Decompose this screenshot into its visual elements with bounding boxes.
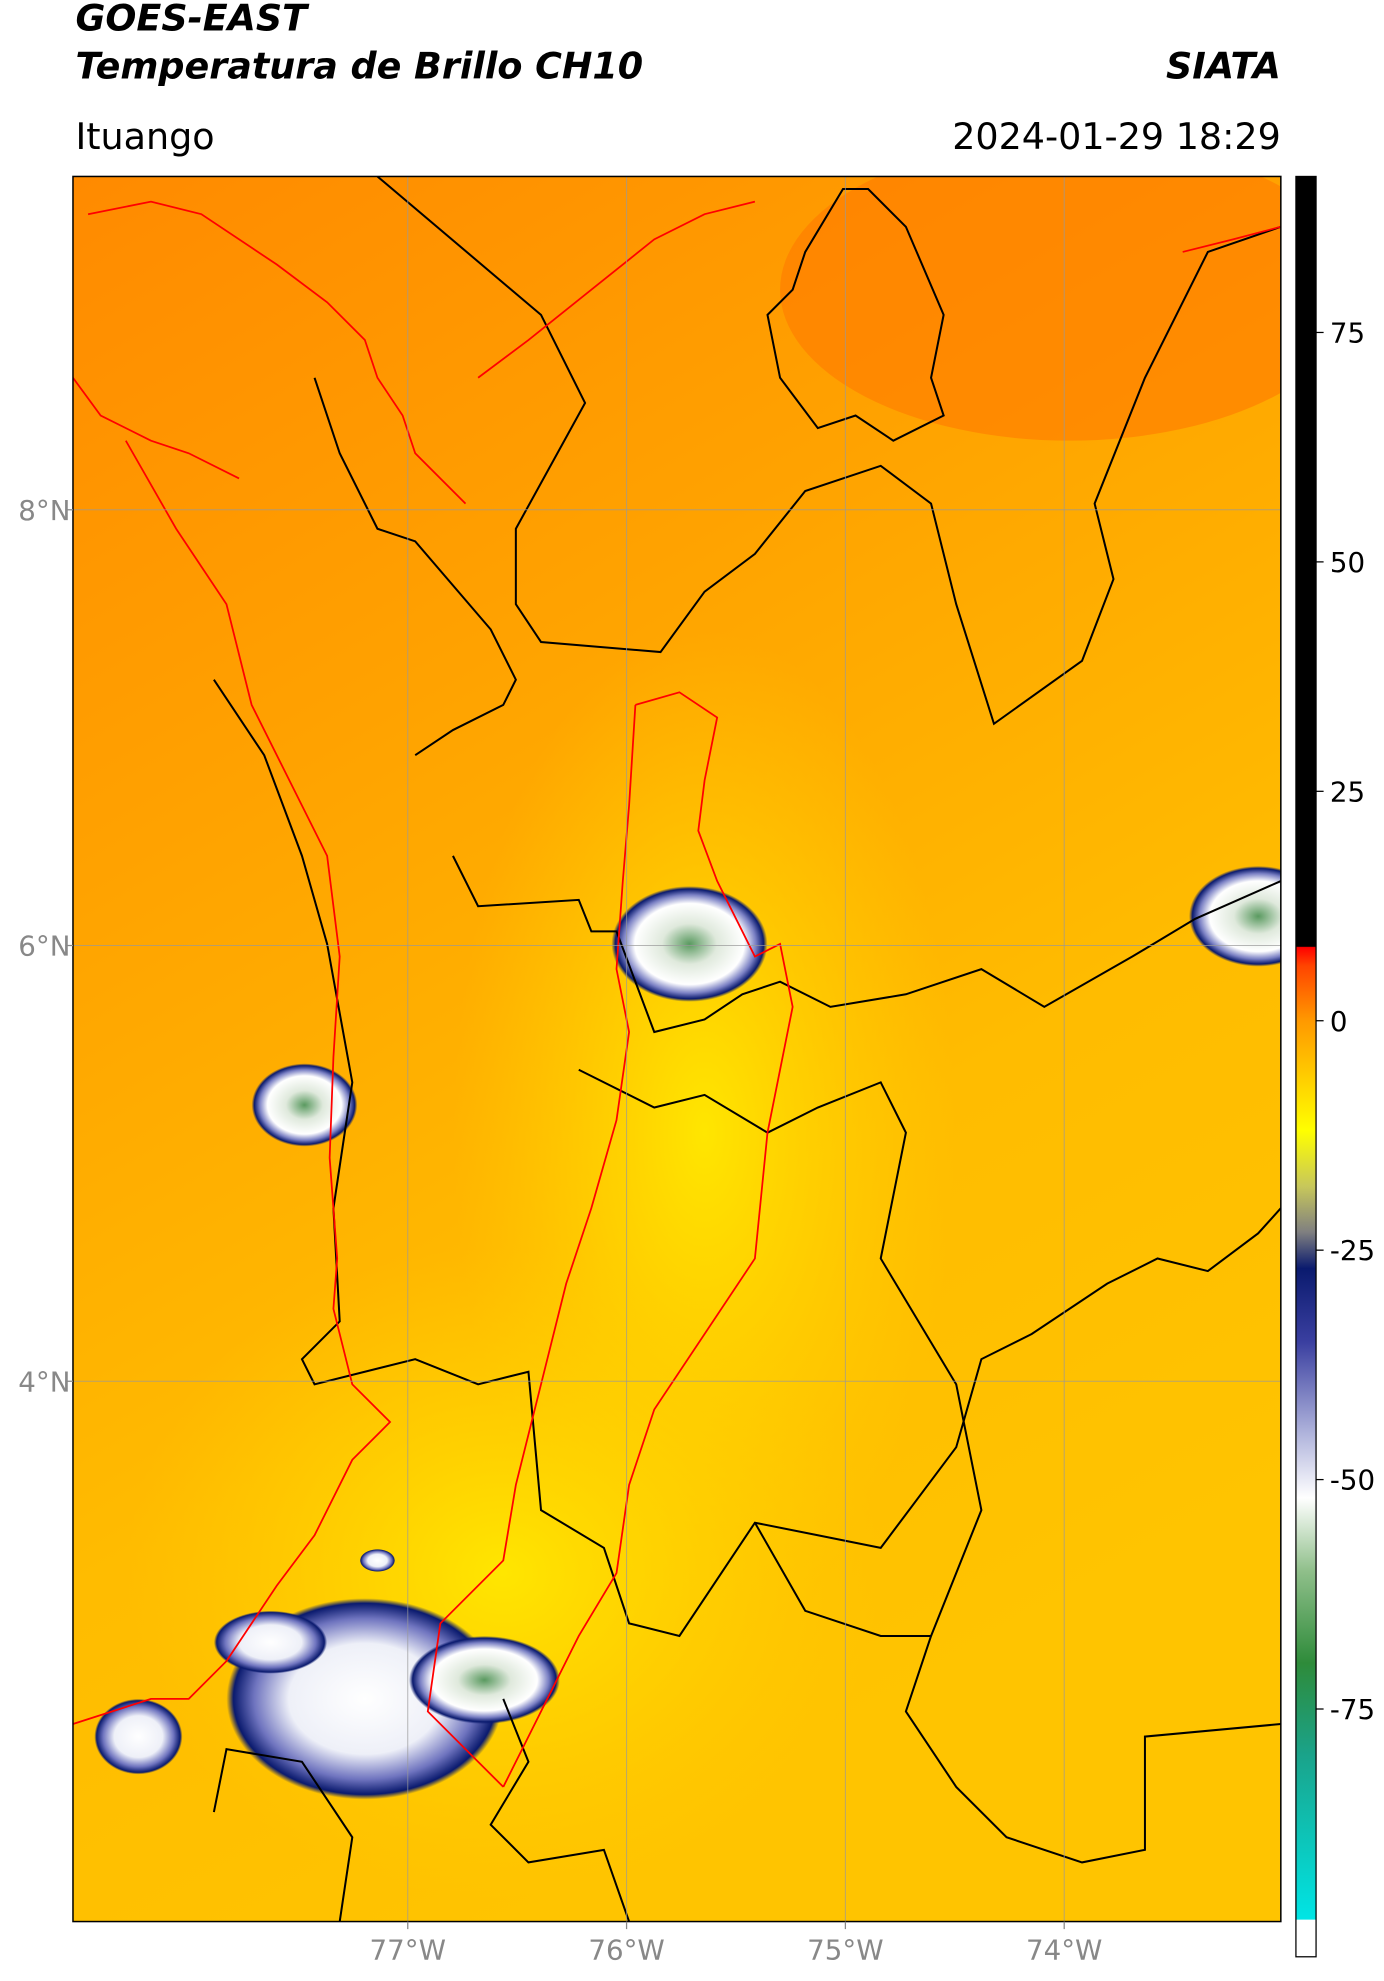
x-tick-label: 76°W bbox=[588, 1933, 664, 1966]
coastline bbox=[1182, 225, 1281, 253]
map bbox=[72, 176, 1281, 1922]
coastline bbox=[72, 377, 392, 1725]
border bbox=[376, 176, 1281, 726]
graticule bbox=[72, 176, 1281, 1922]
cold-area bbox=[780, 176, 1281, 441]
colorbar bbox=[1295, 175, 1317, 1958]
map-frame bbox=[72, 175, 1282, 1923]
border bbox=[213, 679, 1281, 1638]
coastline bbox=[87, 200, 756, 505]
timestamp: 2024-01-29 18:29 bbox=[952, 115, 1281, 158]
cloud-cell bbox=[213, 1610, 328, 1674]
colorbar-tick-label: -50 bbox=[1330, 1464, 1375, 1497]
cloud-cell bbox=[359, 1549, 396, 1572]
x-tick-label: 77°W bbox=[370, 1933, 446, 1966]
x-tick-label: 75°W bbox=[807, 1933, 883, 1966]
title: GOES-EAST bbox=[75, 0, 310, 40]
brand: SIATA bbox=[1166, 44, 1281, 87]
colorbar-ticks: 75 50 25 0 -25 -50 -75 bbox=[1316, 317, 1375, 1726]
border bbox=[212, 1522, 932, 1922]
cloud-cell bbox=[408, 1635, 560, 1725]
border bbox=[578, 1068, 1281, 1864]
axis-ticks: 77°W 76°W 75°W 74°W 8°N 6°N 4°N bbox=[18, 494, 1102, 1966]
border bbox=[766, 188, 945, 442]
x-tick-label: 74°W bbox=[1026, 1933, 1102, 1966]
colorbar-tick-label: -25 bbox=[1330, 1234, 1375, 1267]
border bbox=[313, 377, 517, 757]
colorbar-tick-label: 25 bbox=[1330, 775, 1365, 808]
subtitle: Temperatura de Brillo CH10 bbox=[75, 44, 643, 87]
y-tick-label: 4°N bbox=[18, 1365, 70, 1398]
department-border bbox=[426, 691, 794, 1788]
y-tick-label: 8°N bbox=[18, 494, 70, 527]
cloud-cell bbox=[251, 1063, 358, 1147]
colorbar-tick-label: 0 bbox=[1330, 1005, 1348, 1038]
cloud-cell bbox=[94, 1698, 183, 1775]
y-tick-label: 6°N bbox=[18, 930, 70, 963]
colorbar-tick-label: 75 bbox=[1330, 317, 1365, 350]
border bbox=[452, 855, 1281, 1034]
colorbar-tick-label: 50 bbox=[1330, 546, 1365, 579]
location: Ituango bbox=[75, 115, 214, 158]
colorbar-tick-label: -75 bbox=[1330, 1693, 1375, 1726]
cloud-cell bbox=[611, 886, 768, 1002]
